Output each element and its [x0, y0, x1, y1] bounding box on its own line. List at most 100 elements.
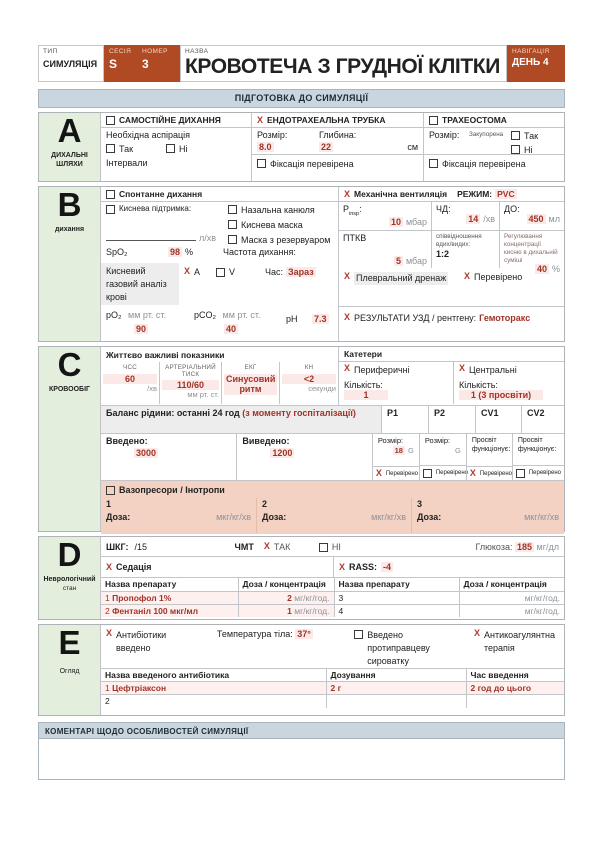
spo2-value[interactable]: 98: [168, 247, 183, 257]
temperature-value[interactable]: 37°: [295, 629, 313, 639]
reservoir-mask-checkbox[interactable]: [228, 235, 237, 245]
aspiration-yes-checkbox[interactable]: [106, 144, 115, 153]
med2-dose[interactable]: 1: [287, 605, 292, 616]
ab1-name[interactable]: Цефтріаксон: [112, 683, 167, 693]
oxygen-support-checkbox[interactable]: [106, 205, 115, 214]
vasopressors-checkbox[interactable]: [106, 485, 115, 495]
vaso2-num: 2: [262, 499, 268, 509]
p2-verified-checkbox[interactable]: [422, 469, 432, 478]
peripheral-count-value[interactable]: 1: [344, 390, 388, 401]
pco2-unit: мм рт. ст.: [222, 310, 261, 320]
nav-label: НАВІГАЦІЯ: [512, 48, 550, 55]
central-count-value[interactable]: 1 (3 просвіти): [459, 390, 543, 401]
abg-time-value[interactable]: Зараз: [286, 267, 316, 277]
ab1-dose[interactable]: 2 г: [330, 683, 342, 693]
ab1-time[interactable]: 2 год до цього: [470, 683, 532, 693]
endotracheal-tube-col: X ЕНДОТРАХЕАЛЬНА ТРУБКА Розмір: 8.0 Глиби…: [251, 113, 423, 181]
section-a-sub1: ДИХАЛЬНІ: [51, 151, 88, 159]
p1-verified-checkbox[interactable]: X: [375, 468, 382, 478]
vaso1-dose-field[interactable]: [130, 512, 216, 522]
breathing-right-col: X Механічна вентиляція РЕЖИМ: PVC Pinsp:…: [338, 187, 564, 341]
abg-arterial-checkbox[interactable]: X: [184, 266, 191, 276]
cv1-verified-checkbox[interactable]: X: [469, 468, 476, 478]
vent-mode-value[interactable]: PVC: [495, 189, 517, 199]
ett-checkbox[interactable]: X: [257, 114, 264, 125]
tracheostomy-checkbox[interactable]: [429, 116, 438, 125]
po2-value[interactable]: 90: [134, 324, 149, 334]
tidal-volume-value[interactable]: 450: [526, 214, 546, 224]
tetanus-checkbox[interactable]: [354, 630, 364, 639]
session-value[interactable]: S: [109, 57, 118, 71]
oxygen-mask-label: Киснева маска: [241, 220, 303, 231]
section-d-letter: D: [57, 536, 82, 573]
mech-vent-checkbox[interactable]: X: [344, 188, 351, 199]
vent-rr-value[interactable]: 14: [466, 214, 481, 224]
spontaneous-checkbox[interactable]: [106, 190, 115, 199]
clogged-yes-checkbox[interactable]: [511, 131, 520, 140]
oxygen-mask-checkbox[interactable]: [228, 220, 237, 230]
gcs-value[interactable]: /15: [134, 541, 148, 552]
anticoagulant-checkbox[interactable]: X: [473, 628, 480, 638]
clogged-no-checkbox[interactable]: [511, 145, 520, 155]
central-checkbox[interactable]: X: [459, 363, 466, 373]
usg-value[interactable]: Гемоторакс: [479, 313, 531, 323]
ecg-value[interactable]: Синусовий ритм: [224, 374, 277, 395]
ie-ratio-value[interactable]: 1:2: [436, 248, 450, 259]
pleural-verified-checkbox[interactable]: X: [464, 271, 471, 281]
tbi-no-label: НІ: [331, 541, 341, 552]
med1-dose[interactable]: 2: [287, 592, 292, 603]
aspiration-no-checkbox[interactable]: [166, 144, 175, 153]
spontaneous-breathing-checkbox[interactable]: [106, 116, 115, 125]
med-header-name1: Назва препарату: [101, 578, 239, 592]
comments-field[interactable]: [38, 739, 565, 780]
pinsp-value[interactable]: 10: [388, 216, 403, 227]
catheters-block: Катетери X Периферичні Кількість: 1 X Цент…: [338, 347, 564, 405]
hr-value[interactable]: 60: [103, 374, 157, 384]
navigation-box[interactable]: НАВІГАЦІЯ ДЕНЬ 4: [507, 45, 565, 82]
usg-checkbox[interactable]: X: [344, 312, 351, 322]
rass-checkbox[interactable]: X: [339, 561, 346, 572]
section-c-letter: C: [57, 346, 82, 383]
peripheral-label: Периферичні: [354, 365, 410, 375]
antibiotics-table: Назва введеного антибіотика Дозування Ча…: [101, 668, 564, 708]
peripheral-checkbox[interactable]: X: [344, 363, 351, 373]
ett-fixation-checkbox[interactable]: [257, 159, 266, 168]
type-box: ТИП СИМУЛЯЦІЯ: [38, 45, 104, 82]
fio2-value[interactable]: 40: [534, 264, 549, 275]
vaso2-dose-field[interactable]: [286, 512, 371, 522]
fluid-out-value[interactable]: 1200: [270, 448, 295, 458]
ett-size-value[interactable]: 8.0: [257, 142, 274, 152]
tbi-yes-checkbox[interactable]: X: [263, 541, 270, 551]
aspiration-yes-label: Так: [119, 144, 134, 154]
abg-venous-checkbox[interactable]: [216, 268, 226, 277]
tbi-no-checkbox[interactable]: [318, 542, 328, 552]
antibiotics-checkbox[interactable]: X: [106, 628, 113, 638]
med1-name[interactable]: Пропофол 1%: [112, 592, 172, 603]
bp-value[interactable]: 110/60: [162, 380, 219, 390]
spo2-label: SpO₂: [106, 247, 128, 257]
p1-size-value[interactable]: 18: [392, 446, 405, 455]
fluid-in-value[interactable]: 3000: [134, 448, 159, 458]
crt-value[interactable]: <2: [282, 374, 336, 384]
rass-value[interactable]: -4: [381, 562, 394, 572]
med2-name[interactable]: Фентаніл 100 мкг/мл: [112, 605, 199, 616]
peep-value[interactable]: 5: [393, 256, 403, 266]
central-label: Центральні: [469, 365, 517, 375]
ett-depth-value[interactable]: 22: [319, 142, 334, 152]
number-value[interactable]: 3: [142, 57, 149, 71]
oxygen-support-label: Киснева підтримка:: [119, 204, 192, 213]
pleural-drain-checkbox[interactable]: X: [344, 271, 351, 281]
sedation-checkbox[interactable]: X: [106, 561, 113, 572]
glucose-value[interactable]: 185: [514, 541, 534, 552]
cv2-verified-checkbox[interactable]: [515, 469, 525, 478]
ph-value[interactable]: 7.3: [312, 314, 329, 324]
pco2-value[interactable]: 40: [224, 324, 239, 334]
oxygen-flow-field[interactable]: [106, 231, 196, 241]
nav-value[interactable]: ДЕНЬ 4: [512, 57, 549, 68]
section-b-sub: дихання: [54, 225, 85, 233]
vaso3-dose-field[interactable]: [441, 512, 524, 522]
nasal-cannula-checkbox[interactable]: [228, 205, 237, 214]
tracheostomy-fixation-checkbox[interactable]: [429, 159, 438, 168]
p1-verified-label: Перевірено: [385, 470, 419, 477]
section-b-label: B дихання: [39, 187, 101, 341]
